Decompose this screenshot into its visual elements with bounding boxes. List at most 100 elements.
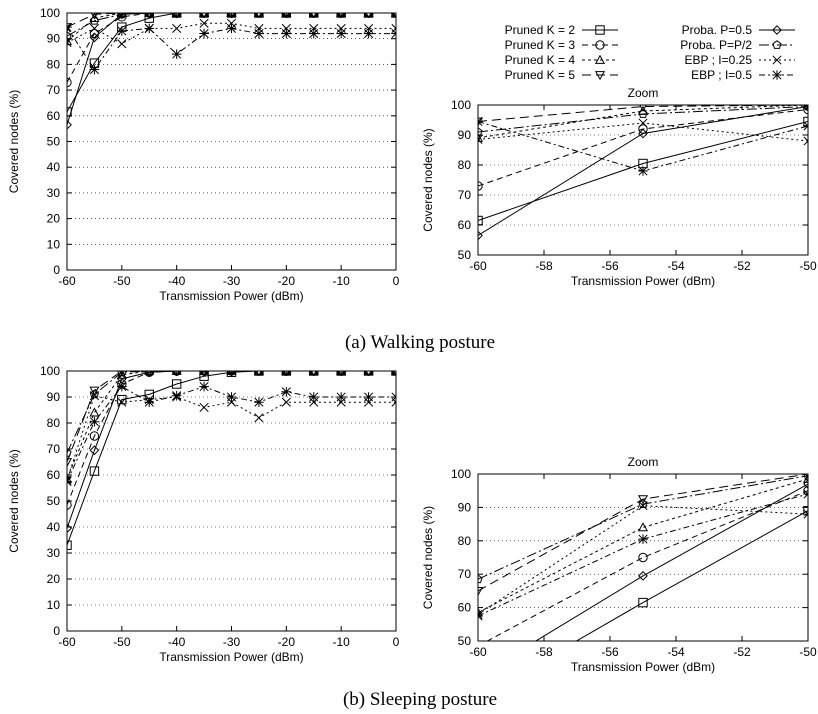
data-point xyxy=(199,18,209,28)
x-axis: -60 -50 -40 -30 -20 -10 0 xyxy=(58,13,400,288)
legend-label: Pruned K = 3 xyxy=(505,38,576,52)
series-proba-p-p-2 xyxy=(67,371,396,457)
x-tick-label: -20 xyxy=(278,274,296,288)
data-point xyxy=(67,475,72,485)
series-line xyxy=(67,371,396,454)
legend-item-pruned-k-2: Pruned K = 2 xyxy=(505,23,618,37)
data-point xyxy=(144,13,155,18)
legend-label: Proba. P=P/2 xyxy=(680,38,752,52)
data-point xyxy=(638,597,648,608)
series-line xyxy=(575,510,808,641)
data-point xyxy=(478,574,483,584)
series-group xyxy=(478,474,808,641)
data-point xyxy=(144,397,155,407)
data-point xyxy=(67,448,72,457)
series-ebp-i-0-25 xyxy=(67,391,396,485)
data-point xyxy=(363,28,374,39)
y-tick-label: 30 xyxy=(47,186,61,200)
x-tick-label: -30 xyxy=(223,274,241,288)
legend-marker xyxy=(594,54,606,64)
x-tick-label: -50 xyxy=(799,259,817,273)
data-point xyxy=(281,397,291,407)
y-axis-label: Covered nodes (%) xyxy=(421,506,435,609)
data-point xyxy=(226,371,237,376)
data-point xyxy=(117,381,127,392)
y-tick-label: 60 xyxy=(458,218,472,232)
data-point xyxy=(199,371,209,376)
series-ebp-i-0-5 xyxy=(478,116,808,176)
data-point xyxy=(638,534,648,544)
caption-walking: (a) Walking posture xyxy=(345,332,495,353)
data-point xyxy=(478,609,483,619)
x-tick-label: 0 xyxy=(393,274,400,288)
legend-item-proba-p-p-2: Proba. P=P/2 xyxy=(680,38,795,52)
data-point xyxy=(802,474,808,483)
y-tick-label: 80 xyxy=(47,416,61,430)
y-tick-label: 60 xyxy=(47,109,61,123)
chart-title: Zoom xyxy=(628,455,659,469)
data-point xyxy=(337,371,346,375)
y-tick-label: 50 xyxy=(47,494,61,508)
data-point xyxy=(67,500,72,510)
legend-marker xyxy=(772,70,782,80)
data-point xyxy=(254,371,264,375)
y-axis-label: Covered nodes (%) xyxy=(7,90,21,193)
y-tick-label: 70 xyxy=(458,188,472,202)
series-line xyxy=(478,474,808,592)
series-pruned-k-2 xyxy=(575,506,808,641)
data-point xyxy=(363,371,374,376)
series-line xyxy=(67,371,396,529)
gridlines xyxy=(67,396,396,606)
series-group xyxy=(67,13,396,130)
data-point xyxy=(254,13,264,18)
x-tick-label: -54 xyxy=(667,645,685,659)
y-tick-label: 20 xyxy=(47,572,61,586)
plot-frame xyxy=(477,473,809,642)
data-point xyxy=(638,501,648,511)
data-point xyxy=(89,23,99,33)
series-pruned-k-3 xyxy=(67,371,396,510)
data-point xyxy=(478,116,483,127)
x-axis: -60 -58 -56 -54 -52 -50 xyxy=(469,105,817,273)
data-point xyxy=(117,397,127,407)
y-axis-label: Covered nodes (%) xyxy=(421,128,435,231)
data-point xyxy=(117,39,127,49)
y-tick-label: 70 xyxy=(47,83,61,97)
series-line xyxy=(478,106,808,133)
data-point xyxy=(199,381,209,392)
legend-label: Pruned K = 4 xyxy=(505,53,576,67)
data-point xyxy=(89,64,100,75)
data-point xyxy=(199,28,209,39)
series-pruned-k-3 xyxy=(478,105,808,191)
x-axis: -60 -50 -40 -30 -20 -10 0 xyxy=(58,371,400,649)
legend-label: EBP ; I=0.25 xyxy=(685,53,753,67)
y-tick-label: 100 xyxy=(40,364,60,378)
x-axis-label: Transmission Power (dBm) xyxy=(159,650,303,664)
gridlines xyxy=(67,38,396,245)
series-proba-p-p-2 xyxy=(478,474,808,584)
data-point xyxy=(226,392,237,402)
legend-label: EBP ; I=0.5 xyxy=(691,68,752,82)
data-point xyxy=(171,379,182,389)
legend-marker xyxy=(772,25,782,35)
x-tick-label: -50 xyxy=(113,274,131,288)
data-point xyxy=(478,127,483,136)
y-tick-label: 90 xyxy=(458,500,472,514)
data-point xyxy=(144,23,155,34)
x-tick-label: -56 xyxy=(601,259,619,273)
data-point xyxy=(89,407,100,417)
y-tick-label: 0 xyxy=(53,624,60,638)
data-point xyxy=(254,413,264,423)
data-point xyxy=(638,118,648,128)
x-axis-label: Transmission Power (dBm) xyxy=(571,660,715,674)
data-point xyxy=(89,445,100,456)
y-tick-label: 90 xyxy=(47,32,61,46)
y-tick-label: 80 xyxy=(458,534,472,548)
y-tick-label: 100 xyxy=(451,467,471,481)
data-point xyxy=(639,105,647,112)
data-point xyxy=(199,402,209,412)
y-tick-label: 20 xyxy=(47,212,61,226)
series-line xyxy=(478,478,808,614)
legend-item-proba-p-0-5: Proba. P=0.5 xyxy=(682,23,795,37)
